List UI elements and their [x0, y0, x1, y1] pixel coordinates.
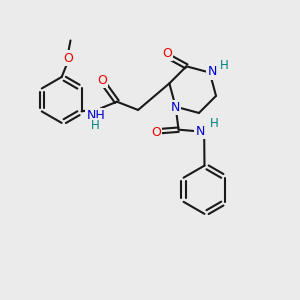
Text: N: N [207, 65, 217, 79]
Text: N: N [196, 125, 205, 138]
Text: O: O [151, 126, 161, 139]
Text: NH: NH [86, 109, 105, 122]
Text: N: N [170, 101, 180, 114]
Text: H: H [220, 59, 229, 72]
Text: O: O [162, 46, 172, 60]
Text: H: H [91, 119, 100, 132]
Text: H: H [209, 117, 218, 130]
Text: O: O [97, 74, 107, 87]
Text: O: O [63, 52, 73, 64]
